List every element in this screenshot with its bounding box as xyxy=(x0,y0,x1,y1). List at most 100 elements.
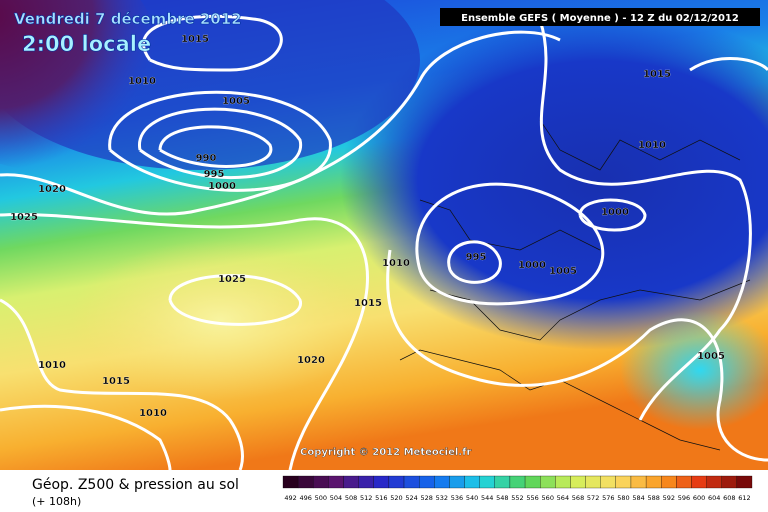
isobar xyxy=(0,298,244,471)
scale-label: 492 xyxy=(284,494,296,502)
lead-time: (+ 108h) xyxy=(32,495,81,508)
scale-label: 524 xyxy=(405,494,417,502)
isobar xyxy=(158,125,273,168)
scale-label: 568 xyxy=(572,494,584,502)
scale-swatch xyxy=(494,475,511,489)
scale-label: 608 xyxy=(723,494,735,502)
scale-label: 556 xyxy=(526,494,538,502)
scale-swatch xyxy=(403,475,420,489)
scale-swatch xyxy=(661,475,677,489)
scale-label: 540 xyxy=(466,494,478,502)
isobar xyxy=(538,19,752,421)
isobar-label: 1010 xyxy=(38,360,66,371)
isobar-label: 1025 xyxy=(218,274,246,285)
scale-swatch xyxy=(419,475,435,489)
model-banner xyxy=(440,8,760,26)
scale-label: 572 xyxy=(587,494,599,502)
scale-swatch xyxy=(600,475,616,489)
scale-swatch xyxy=(706,475,722,489)
isobar-label: 995 xyxy=(466,252,487,263)
isobar xyxy=(689,56,768,72)
isobar xyxy=(142,14,283,72)
isobar xyxy=(108,90,332,192)
footer-title: Géop. Z500 & pression au sol xyxy=(32,477,239,493)
date-label: Vendredi 7 décembre 2012 xyxy=(14,10,242,28)
cold-area xyxy=(620,310,768,430)
scale-label: 516 xyxy=(375,494,387,502)
scale-swatch xyxy=(313,475,329,489)
isobar-label: 1005 xyxy=(549,266,577,277)
scale-label: 596 xyxy=(678,494,690,502)
scale-label: 588 xyxy=(647,494,659,502)
isobar-label: 1005 xyxy=(222,96,250,107)
scale-label: 512 xyxy=(360,494,372,502)
isobar-label: 1000 xyxy=(208,181,236,192)
scale-swatch xyxy=(540,475,556,489)
isobar xyxy=(0,212,369,471)
isobar-label: 1015 xyxy=(354,298,382,309)
isobar xyxy=(386,249,768,462)
scale-label: 536 xyxy=(451,494,463,502)
isobar xyxy=(447,240,502,284)
scale-swatch xyxy=(297,475,314,489)
scale-label: 604 xyxy=(708,494,720,502)
isobar-label: 1010 xyxy=(139,408,167,419)
time-label: 2:00 locale xyxy=(22,32,151,56)
scale-swatch xyxy=(524,475,541,489)
high-area xyxy=(70,240,370,400)
scale-label: 504 xyxy=(330,494,342,502)
isobar-label: 1020 xyxy=(38,184,66,195)
deep-low-area xyxy=(0,0,160,170)
copyright: Copyright © 2012 Meteociel.fr xyxy=(300,447,471,458)
scale-swatch xyxy=(736,475,753,489)
scale-swatch xyxy=(691,475,707,489)
scale-swatch xyxy=(555,475,571,489)
scale-swatch xyxy=(343,475,359,489)
isobar-label: 1010 xyxy=(382,258,410,269)
isobar-label: 1025 xyxy=(10,212,38,223)
isobar-label: 1000 xyxy=(518,260,546,271)
scale-label: 508 xyxy=(345,494,357,502)
low-area xyxy=(340,10,768,350)
scale-swatch xyxy=(328,475,344,489)
scale-label: 500 xyxy=(315,494,327,502)
scale-label: 544 xyxy=(481,494,493,502)
scale-swatch xyxy=(645,475,662,489)
isobar xyxy=(168,274,302,326)
isobar-label: 1000 xyxy=(601,207,629,218)
scale-label: 584 xyxy=(632,494,644,502)
scale-label: 576 xyxy=(602,494,614,502)
isobar-label: 1010 xyxy=(128,76,156,87)
isobar xyxy=(0,30,561,216)
isobar-label: 1005 xyxy=(697,351,725,362)
isobar-label: 1015 xyxy=(643,69,671,80)
scale-swatch xyxy=(570,475,586,489)
scale-swatch xyxy=(615,475,632,489)
scale-label: 532 xyxy=(436,494,448,502)
scale-swatch xyxy=(721,475,738,489)
scale-label: 612 xyxy=(738,494,750,502)
scale-label: 496 xyxy=(299,494,311,502)
isobar xyxy=(415,182,605,306)
scale-swatch xyxy=(630,475,647,489)
scale-swatch xyxy=(449,475,465,489)
scale-swatch xyxy=(464,475,480,489)
scale-swatch xyxy=(479,475,495,489)
scale-label: 592 xyxy=(663,494,675,502)
scale-swatch xyxy=(282,475,299,489)
isobar-label: 1020 xyxy=(297,355,325,366)
scale-swatch xyxy=(388,475,405,489)
scale-swatch xyxy=(585,475,601,489)
scale-label: 552 xyxy=(511,494,523,502)
scale-swatch xyxy=(434,475,450,489)
model-info: Ensemble GEFS ( Moyenne ) - 12 Z du 02/1… xyxy=(461,13,739,24)
scale-label: 520 xyxy=(390,494,402,502)
scale-label: 528 xyxy=(421,494,433,502)
scale-label: 548 xyxy=(496,494,508,502)
scale-label: 564 xyxy=(557,494,569,502)
scale-label: 600 xyxy=(693,494,705,502)
scale-label: 560 xyxy=(542,494,554,502)
scale-swatch xyxy=(358,475,374,489)
